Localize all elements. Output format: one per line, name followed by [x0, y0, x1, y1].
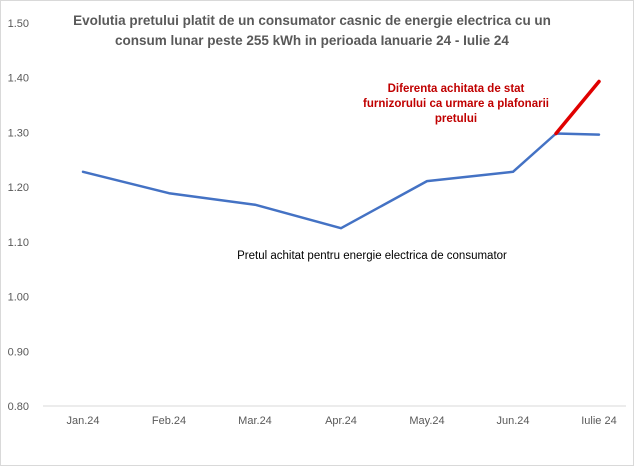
- red-annotation-line-3: pretului: [435, 113, 477, 125]
- x-tick-label: Jan.24: [66, 415, 99, 427]
- y-axis: 0.80 0.90 1.00 1.10 1.20 1.30 1.40 1.50: [8, 18, 29, 413]
- consumer-price-series-line: [83, 134, 599, 229]
- x-axis: Jan.24 Feb.24 Mar.24 Apr.24 May.24 Jun.24 Iuli…: [43, 406, 626, 427]
- consumer-price-annotation: Pretul achitat pentru energie electrica …: [237, 250, 507, 262]
- x-tick-label: Mar.24: [238, 415, 272, 427]
- red-annotation-line-2: furnizorului ca urmare a plafonarii: [363, 98, 549, 110]
- red-annotation-line-1: Diferenta achitata de stat: [388, 83, 525, 95]
- y-tick-label: 1.30: [8, 127, 29, 139]
- y-tick-label: 1.10: [8, 237, 29, 249]
- x-tick-label: Apr.24: [325, 415, 357, 427]
- chart-title: Evolutia pretului platit de un consumato…: [73, 13, 551, 48]
- chart-title-line-2: consum lunar peste 255 kWh in perioada I…: [115, 33, 509, 48]
- x-tick-label: Iulie 24: [581, 415, 616, 427]
- y-tick-label: 0.80: [8, 401, 29, 413]
- y-tick-label: 0.90: [8, 346, 29, 358]
- x-tick-label: May.24: [409, 415, 444, 427]
- state-difference-series-line: [556, 82, 599, 134]
- chart-title-line-1: Evolutia pretului platit de un consumato…: [73, 13, 551, 28]
- state-difference-annotation: Diferenta achitata de stat furnizorului …: [363, 83, 549, 125]
- y-tick-label: 1.40: [8, 73, 29, 85]
- y-tick-label: 1.50: [8, 18, 29, 30]
- x-tick-label: Feb.24: [152, 415, 186, 427]
- y-tick-label: 1.00: [8, 292, 29, 304]
- x-tick-label: Jun.24: [496, 415, 529, 427]
- y-tick-label: 1.20: [8, 182, 29, 194]
